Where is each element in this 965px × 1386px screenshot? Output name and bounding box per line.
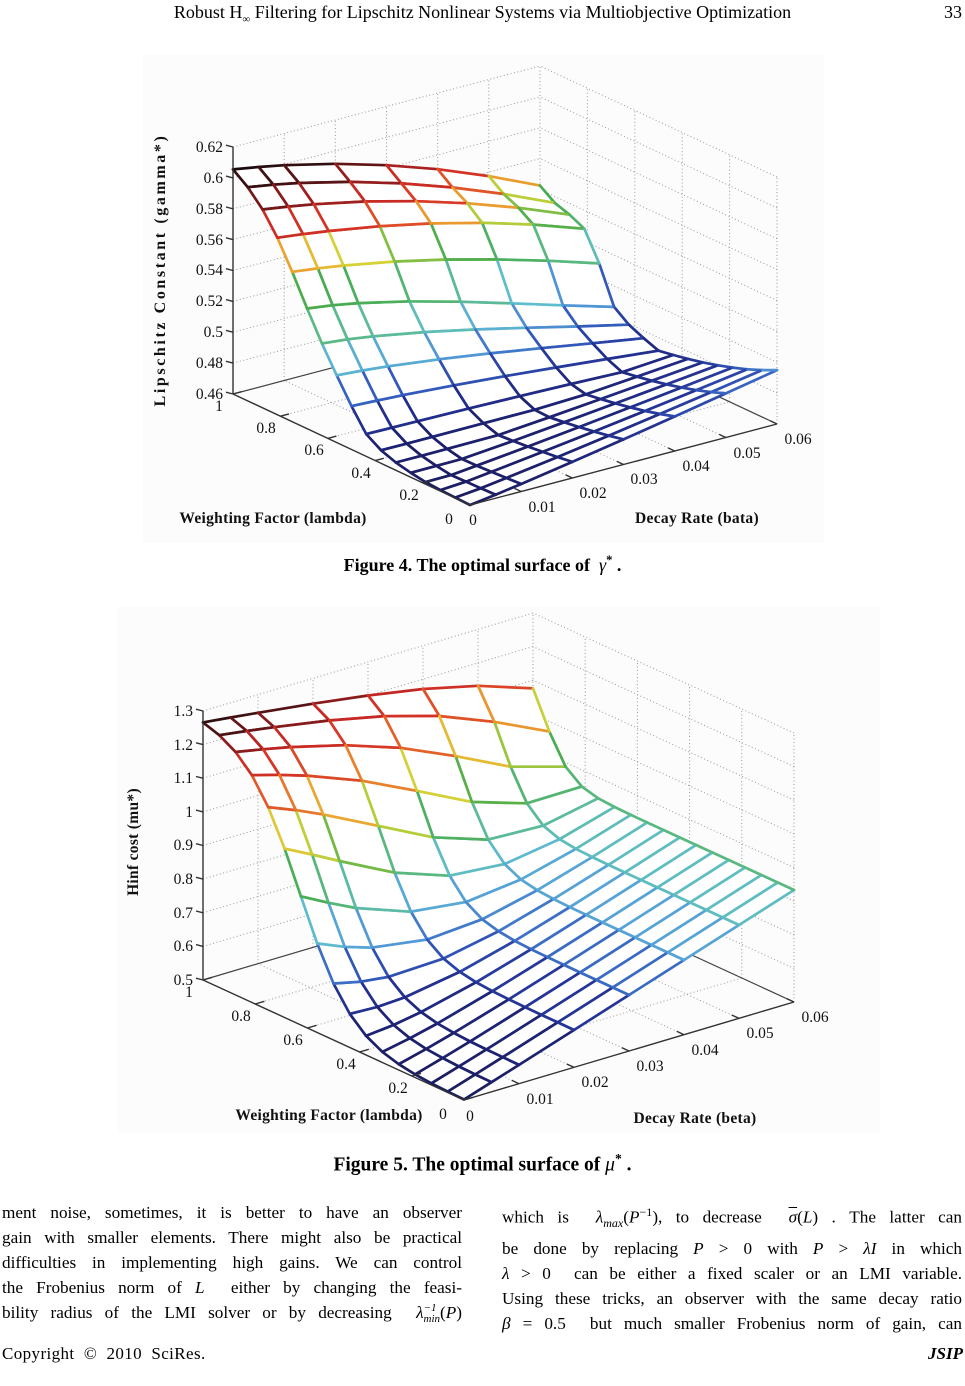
svg-text:0.5: 0.5 <box>204 324 224 341</box>
svg-text:Decay Rate (bata): Decay Rate (bata) <box>635 510 759 527</box>
svg-text:0.56: 0.56 <box>196 232 223 249</box>
svg-text:0: 0 <box>439 1106 447 1123</box>
svg-text:0.03: 0.03 <box>630 471 657 488</box>
svg-text:0: 0 <box>466 1108 474 1125</box>
svg-text:Decay Rate (beta): Decay Rate (beta) <box>633 1110 756 1127</box>
svg-text:Lipschitz Constant (gamma*): Lipschitz Constant (gamma*) <box>152 134 169 407</box>
svg-text:0.4: 0.4 <box>336 1056 356 1073</box>
svg-text:0.6: 0.6 <box>204 170 224 187</box>
svg-text:0.58: 0.58 <box>196 201 223 218</box>
svg-text:0.04: 0.04 <box>682 458 709 475</box>
svg-text:0.6: 0.6 <box>283 1032 303 1049</box>
svg-text:0.06: 0.06 <box>784 431 811 448</box>
svg-text:0.9: 0.9 <box>174 837 194 854</box>
svg-text:0.6: 0.6 <box>174 938 194 955</box>
svg-text:0.02: 0.02 <box>579 485 606 502</box>
svg-text:0.8: 0.8 <box>256 420 276 437</box>
svg-text:0.54: 0.54 <box>196 262 223 279</box>
svg-text:0.05: 0.05 <box>733 445 760 462</box>
svg-text:0.02: 0.02 <box>581 1074 608 1091</box>
svg-text:0.01: 0.01 <box>528 499 555 516</box>
svg-text:0.2: 0.2 <box>388 1080 407 1097</box>
svg-text:0.8: 0.8 <box>174 871 194 888</box>
svg-text:1.3: 1.3 <box>174 703 194 720</box>
svg-text:0.2: 0.2 <box>399 487 418 504</box>
svg-text:0.62: 0.62 <box>196 139 223 156</box>
svg-text:0.05: 0.05 <box>746 1025 773 1042</box>
svg-text:0: 0 <box>445 511 453 528</box>
svg-text:0.06: 0.06 <box>801 1009 828 1026</box>
svg-text:0.4: 0.4 <box>351 465 371 482</box>
svg-text:0.48: 0.48 <box>196 355 223 372</box>
svg-text:0: 0 <box>469 512 477 529</box>
svg-text:Weighting Factor (lambda): Weighting Factor (lambda) <box>179 510 366 527</box>
svg-text:0.46: 0.46 <box>196 386 223 403</box>
svg-text:1.1: 1.1 <box>174 770 193 787</box>
svg-text:0.03: 0.03 <box>636 1058 663 1075</box>
svg-text:1: 1 <box>185 804 193 821</box>
svg-text:0.01: 0.01 <box>526 1091 553 1108</box>
svg-text:1: 1 <box>215 398 223 415</box>
svg-text:0.52: 0.52 <box>196 293 223 310</box>
svg-text:0.7: 0.7 <box>174 905 194 922</box>
svg-text:Hinf cost (mu*): Hinf cost (mu*) <box>125 788 142 896</box>
svg-text:0.6: 0.6 <box>304 442 324 459</box>
svg-text:1.2: 1.2 <box>174 737 193 754</box>
svg-text:0.8: 0.8 <box>231 1008 251 1025</box>
svg-text:0.5: 0.5 <box>174 972 194 989</box>
svg-text:1: 1 <box>185 984 193 1001</box>
svg-text:Weighting Factor (lambda): Weighting Factor (lambda) <box>235 1107 422 1124</box>
svg-text:0.04: 0.04 <box>691 1042 718 1059</box>
